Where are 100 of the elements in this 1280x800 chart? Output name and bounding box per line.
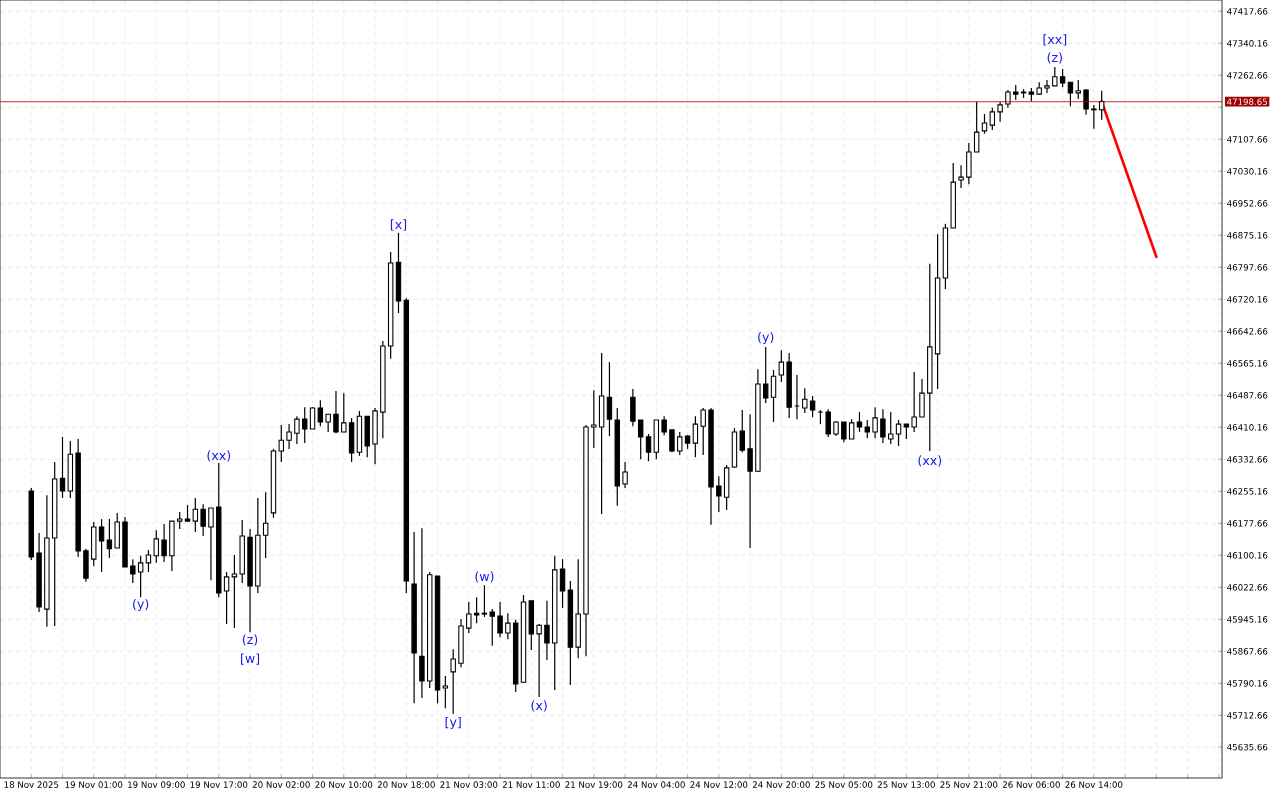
annotation: (w) <box>475 571 494 583</box>
candlestick <box>153 529 159 564</box>
candlestick <box>591 389 597 449</box>
candlestick <box>450 648 456 715</box>
candlestick <box>700 407 706 456</box>
candlestick <box>661 415 667 436</box>
y-tick-label: 46487.66 <box>1227 392 1268 399</box>
y-tick-label: 46255.16 <box>1227 488 1268 495</box>
candlestick <box>442 675 449 709</box>
candlestick <box>317 399 324 427</box>
annotation: (xx) <box>918 455 942 467</box>
candlestick <box>825 408 831 438</box>
x-tick-label: 24 Nov 12:00 <box>690 781 748 788</box>
candlestick <box>278 424 284 463</box>
candlestick <box>1098 90 1105 121</box>
candlestick <box>286 423 292 450</box>
x-tick-label: 25 Nov 05:00 <box>815 781 873 788</box>
candlestick <box>973 101 980 153</box>
candlestick <box>223 571 230 625</box>
candlestick <box>802 387 808 414</box>
candlestick <box>864 419 870 439</box>
candlestick <box>895 419 902 447</box>
candlestick <box>1083 88 1089 116</box>
x-tick-label: 19 Nov 09:00 <box>128 781 185 788</box>
y-tick-label: 45635.66 <box>1227 743 1268 751</box>
y-tick-label: 47417.66 <box>1227 8 1268 15</box>
candlestick <box>505 612 511 640</box>
candlestick <box>1052 66 1058 87</box>
x-tick-label: 25 Nov 13:00 <box>877 781 935 788</box>
candlestick <box>848 418 855 440</box>
y-tick-label: 46177.66 <box>1227 520 1268 527</box>
candlestick <box>137 555 144 598</box>
candlestick <box>473 596 480 624</box>
y-tick-label: 46332.66 <box>1227 456 1268 463</box>
candlestick <box>919 378 925 418</box>
candlestick <box>536 623 542 698</box>
candlestick <box>880 408 886 444</box>
y-tick-label: 47340.16 <box>1227 40 1268 47</box>
annotation: [x] <box>390 219 407 231</box>
annotation: (z) <box>1047 52 1062 64</box>
x-tick-label: 21 Nov 03:00 <box>440 781 498 788</box>
candlestick <box>145 549 152 573</box>
annotation: (y) <box>758 331 774 345</box>
candlestick <box>544 600 550 661</box>
candlestick <box>302 406 308 444</box>
annotation: (z) <box>242 634 258 646</box>
x-tick-label: 26 Nov 14:00 <box>1065 781 1123 788</box>
x-tick-label: 20 Nov 02:00 <box>252 781 310 788</box>
candlestick <box>1044 79 1050 94</box>
candlestick <box>341 392 347 433</box>
x-tick-label: 20 Nov 10:00 <box>315 781 373 788</box>
y-tick-label: 45712.66 <box>1227 712 1268 719</box>
candlestick <box>106 518 113 559</box>
candlestick <box>637 419 644 460</box>
annotation: [y] <box>445 716 461 730</box>
y-tick-label: 46100.16 <box>1227 552 1268 559</box>
candlestick <box>98 518 105 573</box>
ref-line-label: 47198.65 <box>1226 98 1267 105</box>
candlestick <box>763 346 769 404</box>
candlestick <box>466 601 472 634</box>
y-tick-label: 46720.16 <box>1227 296 1268 303</box>
y-tick-label: 47107.66 <box>1227 136 1268 143</box>
y-tick-label: 46797.66 <box>1227 264 1268 271</box>
candlestick <box>200 503 206 537</box>
x-tick-label: 19 Nov 01:00 <box>65 781 123 788</box>
candlestick <box>645 433 652 462</box>
x-tick-label: 19 Nov 17:00 <box>190 781 248 788</box>
x-tick-label: 26 Nov 06:00 <box>1002 781 1060 788</box>
y-tick-label: 45867.66 <box>1227 648 1268 655</box>
candlestick <box>497 601 503 638</box>
candlestick <box>778 349 785 383</box>
candlestick <box>716 475 722 513</box>
y-tick-label: 45945.16 <box>1227 616 1268 623</box>
y-tick-label: 47262.66 <box>1227 72 1268 79</box>
y-tick-label: 46952.66 <box>1227 200 1268 207</box>
x-tick-label: 18 Nov 2025 <box>4 781 59 788</box>
candlestick <box>489 608 495 647</box>
candlestick <box>262 491 269 559</box>
candlestick <box>231 554 238 629</box>
candlestick <box>739 409 745 453</box>
annotation: [xx] <box>1043 34 1067 46</box>
candlestick <box>481 584 488 618</box>
candlestick <box>989 107 996 131</box>
candlestick <box>1091 104 1097 130</box>
candlestick <box>1059 68 1066 88</box>
candlestick <box>606 361 613 437</box>
candlestick <box>997 101 1003 123</box>
x-tick-label: 21 Nov 19:00 <box>565 781 623 788</box>
y-tick-label: 46022.66 <box>1227 584 1268 591</box>
candlestick <box>770 369 777 423</box>
x-tick-label: 25 Nov 21:00 <box>940 781 998 788</box>
y-tick-label: 46565.16 <box>1227 360 1268 367</box>
annotation: (y) <box>133 598 149 612</box>
x-tick-label: 24 Nov 20:00 <box>752 781 810 788</box>
candlestick <box>130 558 136 584</box>
candlestick <box>958 164 964 189</box>
candlestick <box>630 388 636 427</box>
candlestick <box>309 406 316 430</box>
candlestick <box>1067 81 1074 107</box>
candlestick <box>888 411 894 445</box>
